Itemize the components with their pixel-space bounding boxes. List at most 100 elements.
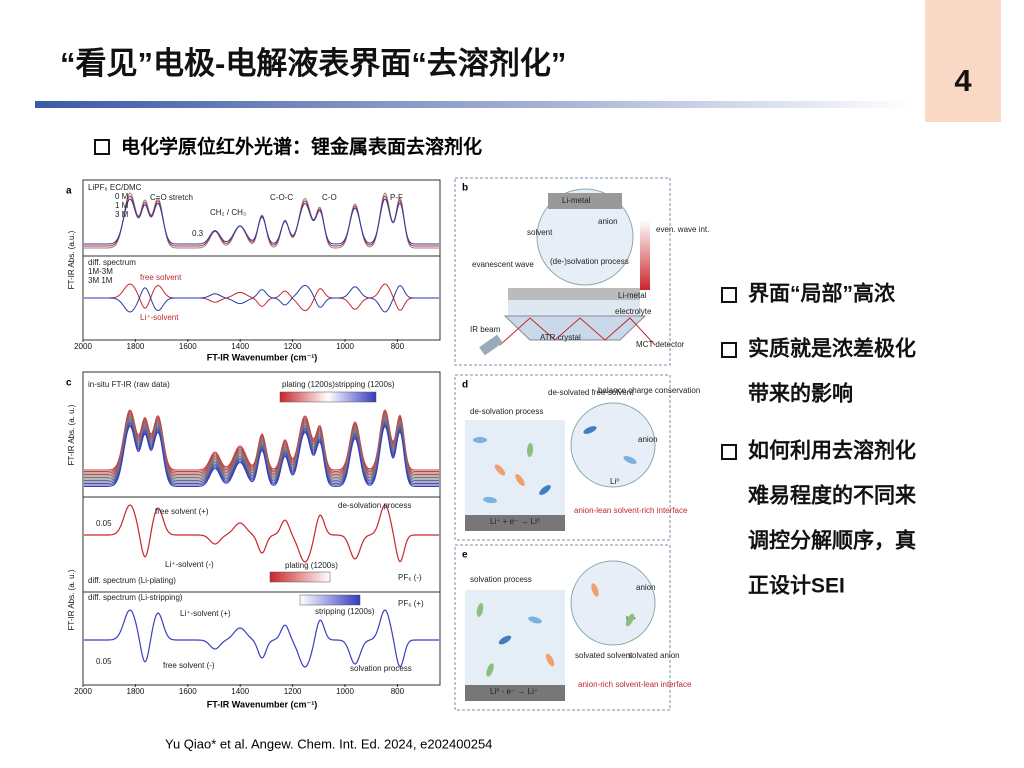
checkbox <box>721 444 737 460</box>
x-tick-label: 1400 <box>231 342 249 351</box>
figure-text: stripping (1200s) <box>315 607 375 616</box>
figure-text: anion <box>638 435 658 444</box>
figure-text: plating (1200s) <box>282 380 335 389</box>
x-tick-label: 1200 <box>284 342 302 351</box>
title-bar <box>35 101 915 108</box>
li-metal-layer <box>508 288 640 300</box>
figure-text: Li-metal <box>618 291 647 300</box>
figure-text: PF₆ (+) <box>398 599 424 608</box>
spectrum <box>84 198 439 245</box>
bullet-line: 界面“局部”高浓 <box>748 282 896 306</box>
molecule <box>545 653 555 667</box>
figure-text: 0.3 <box>192 229 204 238</box>
figure-text: Li⁺-solvent (-) <box>165 560 214 569</box>
figure-text: 1 M <box>115 201 129 210</box>
figure-text: in-situ FT-IR (raw data) <box>88 380 170 389</box>
figure-text: diff. spectrum (Li-plating) <box>88 576 176 585</box>
x-tick-label: 800 <box>391 342 405 351</box>
checkbox <box>94 139 110 155</box>
figure-text: anion-lean solvent-rich interface <box>574 506 688 515</box>
x-tick-label: 1800 <box>127 687 145 696</box>
zoom-circle <box>536 188 634 286</box>
figure-text: IR beam <box>470 325 501 334</box>
panel-frame <box>454 374 671 541</box>
figure-text: electrolyte <box>615 307 652 316</box>
figure-text: C-O-C <box>270 193 293 202</box>
molecule <box>528 616 542 624</box>
beam <box>499 317 656 346</box>
spectrum <box>84 284 439 313</box>
figure-text: anion-rich solvent-lean interface <box>578 680 692 689</box>
figure-text: free solvent (+) <box>155 507 209 516</box>
time-bar <box>269 571 331 583</box>
page-number-box <box>925 0 1001 122</box>
figure-text: Li⁺-solvent <box>140 313 179 322</box>
figure-text: evanescent wave <box>472 260 534 269</box>
figure-text: 0 M <box>115 192 129 201</box>
spectrum <box>84 609 439 668</box>
bullet-line: 难易程度的不同来 <box>747 484 917 508</box>
panel-label: b <box>462 183 468 194</box>
bullet-line: 带来的影响 <box>748 382 853 406</box>
figure-text: balance charge conservation <box>598 386 700 395</box>
figure-text: 3 M <box>115 210 129 219</box>
y-axis-label: FT-IR Abs. (a.u.) <box>67 230 76 289</box>
figure-text: Li⁺-solvent (+) <box>180 609 231 618</box>
panel-frame <box>82 179 441 341</box>
y-axis-label: FT-IR Abs. (a. u.) <box>67 404 76 465</box>
figure-text: Li-metal <box>562 196 591 205</box>
figure-text: Li⁺ + e⁻ → Li⁰ <box>490 517 540 526</box>
figure-text: anion <box>598 217 618 226</box>
figure-text: stripping (1200s) <box>335 380 395 389</box>
figure-text: 1M-3M <box>88 267 113 276</box>
panel-label: e <box>462 550 468 561</box>
figure-text: diff. spectrum (Li-stripping) <box>88 593 183 602</box>
ir-source <box>479 334 503 356</box>
panel-label: c <box>66 378 72 389</box>
molecule <box>483 496 497 504</box>
figure-text: (de-)solvation process <box>550 257 629 266</box>
x-tick-label: 1800 <box>127 342 145 351</box>
figure: a b c d e 2000 1800 1600 1400 1200 1000 800 FT-IR Wa… <box>66 177 709 711</box>
figure-text: plating (1200s) <box>285 561 338 570</box>
figure-text: solvation process <box>470 575 532 584</box>
spectrum <box>84 425 439 488</box>
figure-text: C-O <box>322 193 337 202</box>
atr-crystal <box>503 315 647 341</box>
figure-text: free solvent <box>140 273 182 282</box>
figure-text: ATR crystal <box>540 333 581 342</box>
y-axis-label: FT-IR Abs. (a. u.) <box>67 569 76 630</box>
figure-text: free solvent (-) <box>163 661 215 670</box>
figure-text: even. wave int. <box>656 225 709 234</box>
bullets: 界面“局部”高浓实质就是浓差极化带来的影响如何利用去溶剂化难易程度的不同来调控分… <box>721 282 917 598</box>
figure-text: de-solvation process <box>338 501 411 510</box>
x-tick-label: 800 <box>391 687 405 696</box>
metal <box>548 193 622 209</box>
zoom-circle <box>570 402 656 488</box>
spectrum <box>84 195 439 247</box>
molecule <box>623 456 637 464</box>
panel-frame <box>82 371 441 686</box>
x-tick-label: 1600 <box>179 342 197 351</box>
figure-text: 0.05 <box>96 519 112 528</box>
gradient-bar <box>640 220 650 290</box>
figure-text: MCT detector <box>636 340 685 349</box>
x-tick-label: 1600 <box>179 687 197 696</box>
panel-label: d <box>462 380 468 391</box>
time-bar <box>279 391 377 403</box>
checkbox <box>721 342 737 358</box>
zoom-circle <box>570 560 656 646</box>
spectrum <box>84 283 439 312</box>
x-tick-label: 1000 <box>336 342 354 351</box>
slide-title: “看见”电极-电解液表界面“去溶剂化” <box>60 46 566 81</box>
figure-text: PF₆ (-) <box>398 573 422 582</box>
bulk <box>465 420 565 515</box>
figure-text: diff. spectrum <box>88 258 136 267</box>
x-tick-label: 2000 <box>74 342 92 351</box>
figure-text: de-solvated free-solvent <box>548 388 634 397</box>
molecule <box>526 443 534 457</box>
x-tick-label: 1200 <box>284 687 302 696</box>
figure-text: C=O stretch <box>150 193 193 202</box>
figure-text: CH₂ / CH₃ <box>210 208 246 217</box>
